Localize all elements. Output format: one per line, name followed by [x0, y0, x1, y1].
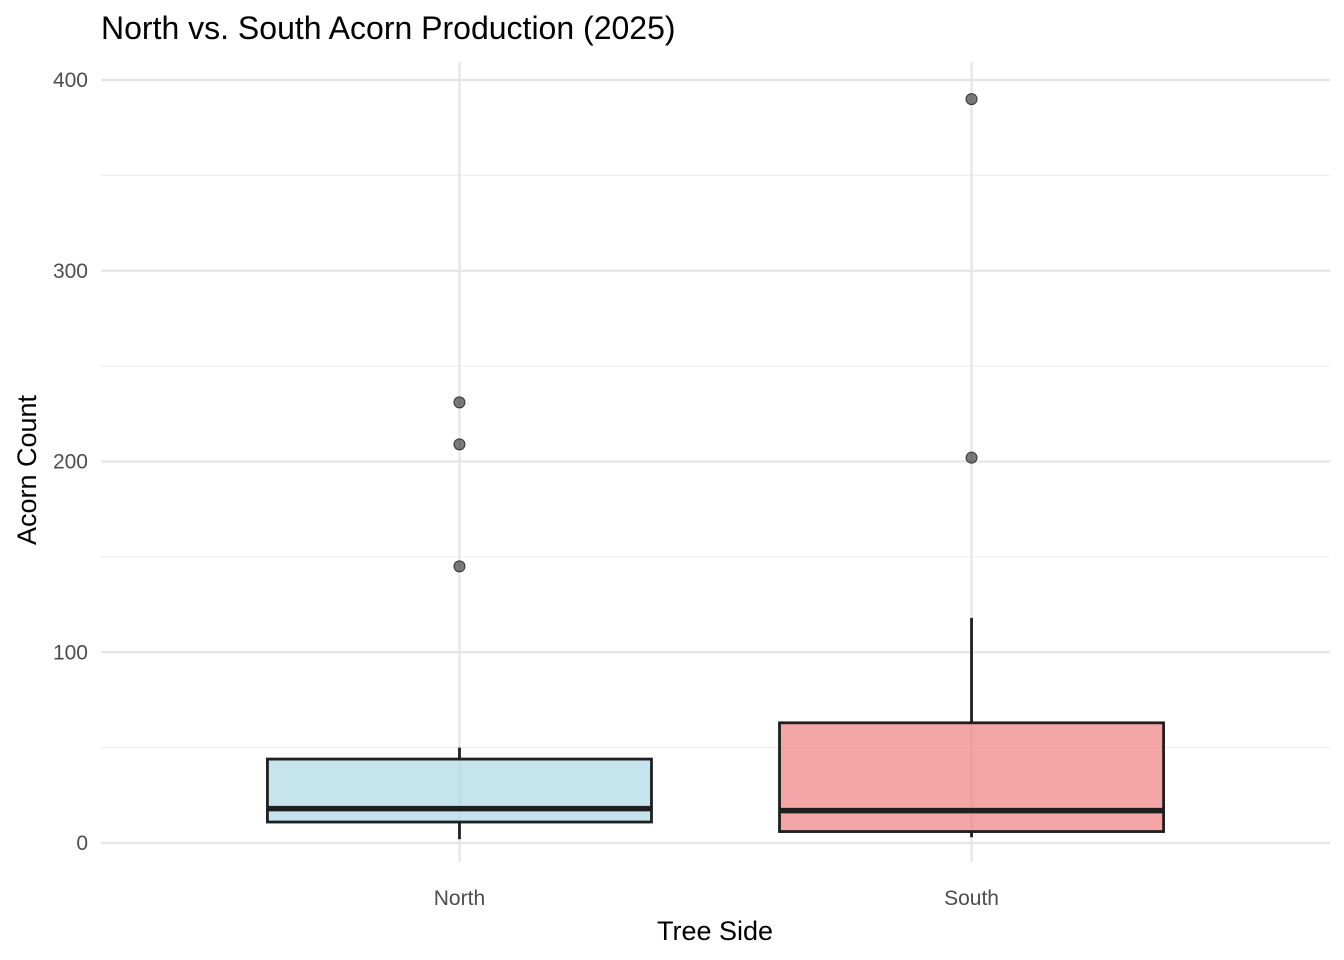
- y-tick-label: 100: [53, 641, 88, 664]
- interquartile-box: [266, 757, 653, 824]
- outlier-points: [453, 93, 978, 573]
- chart-title: North vs. South Acorn Production (2025): [101, 10, 676, 46]
- x-axis-title: Tree Side: [657, 916, 773, 946]
- y-tick-label: 400: [53, 69, 88, 92]
- x-tick-label: North: [434, 887, 485, 910]
- grid-lines: [101, 62, 1330, 862]
- outlier-point: [453, 560, 466, 573]
- y-tick-label: 0: [76, 832, 88, 855]
- y-axis-tick-labels: 0 100 200 300 400: [53, 69, 88, 855]
- outlier-point: [453, 396, 466, 409]
- outlier-point: [965, 451, 978, 464]
- boxes: [266, 617, 1165, 840]
- box-north: [266, 747, 653, 840]
- x-axis-tick-labels: North South: [434, 887, 999, 910]
- y-axis-title: Acorn Count: [12, 394, 42, 545]
- interquartile-box: [778, 721, 1165, 833]
- outlier-point: [965, 93, 978, 106]
- y-tick-label: 200: [53, 451, 88, 474]
- x-tick-label: South: [944, 887, 999, 910]
- outlier-point: [453, 438, 466, 451]
- y-tick-label: 300: [53, 260, 88, 283]
- box-south: [778, 617, 1165, 838]
